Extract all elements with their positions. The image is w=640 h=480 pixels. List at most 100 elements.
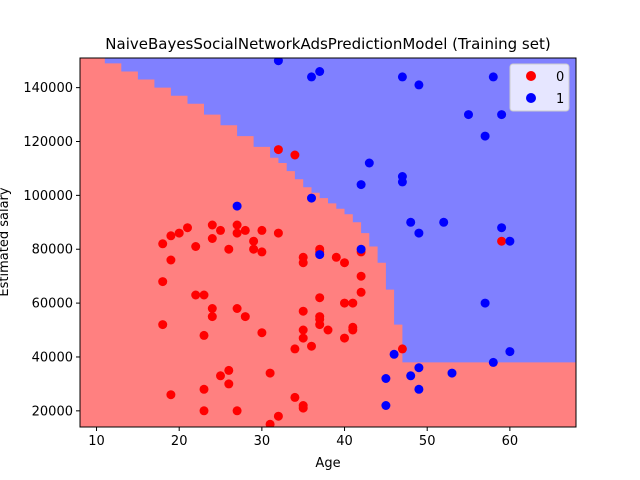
data-point-class-1 [439,217,449,227]
legend-label-0: 0 [556,70,564,85]
data-point-class-0 [348,322,358,332]
data-point-class-0 [166,390,176,400]
x-axis-ticks: 10 20 30 40 50 60 [88,427,518,449]
data-point-class-1 [315,67,325,76]
data-point-class-0 [207,312,217,322]
y-tick-label: 60000 [32,297,73,312]
data-point-class-0 [298,403,308,413]
data-point-class-0 [191,290,201,300]
x-tick-label: 30 [254,434,271,449]
data-point-class-0 [224,379,234,389]
data-point-class-0 [257,328,267,338]
data-point-class-0 [199,330,209,340]
x-tick-label: 10 [88,434,105,449]
data-point-class-1 [397,72,407,82]
data-point-class-1 [488,72,498,82]
legend-marker-1 [526,93,536,103]
data-point-class-1 [232,201,242,211]
data-point-class-1 [497,223,507,233]
data-point-class-0 [199,290,209,300]
chart-title: NaiveBayesSocialNetworkAdsPredictionMode… [105,35,550,53]
y-axis-ticks: 20000 40000 60000 80000 100000 120000 140000 [23,81,80,419]
data-point-class-1 [406,217,416,227]
data-point-class-1 [414,228,424,238]
data-point-class-0 [340,258,349,268]
data-point-class-0 [166,231,176,241]
data-point-class-1 [406,371,416,381]
data-point-class-1 [505,347,515,357]
x-tick-label: 40 [336,434,353,449]
data-point-class-1 [356,180,366,190]
data-point-class-0 [257,247,267,257]
data-point-class-0 [265,419,275,427]
data-point-class-1 [497,110,507,120]
data-point-class-0 [307,341,316,351]
data-point-class-0 [290,392,300,402]
data-point-class-0 [166,255,176,265]
data-point-class-1 [480,131,490,141]
data-point-class-0 [273,228,283,238]
data-point-class-0 [174,228,184,238]
data-point-class-0 [158,277,168,287]
data-point-class-0 [397,344,407,354]
data-point-class-0 [257,225,267,235]
data-point-class-1 [488,357,498,367]
data-point-class-0 [232,304,242,313]
data-point-class-1 [389,349,399,359]
data-point-class-0 [232,406,242,416]
data-point-class-0 [497,236,507,246]
data-point-class-0 [348,298,358,308]
x-tick-label: 50 [419,434,436,449]
data-point-class-0 [323,325,333,335]
data-point-class-1 [381,374,391,383]
y-tick-label: 140000 [23,81,73,96]
data-point-class-0 [207,304,217,313]
data-point-class-0 [340,333,349,343]
data-point-class-0 [224,365,234,375]
points-layer [158,58,515,427]
plot-area [80,58,576,427]
data-point-class-0 [298,306,308,316]
data-point-class-1 [414,384,424,394]
data-point-class-0 [216,225,225,235]
data-point-class-0 [183,223,192,233]
y-tick-label: 100000 [23,189,73,204]
data-point-class-0 [158,320,168,330]
data-point-class-1 [356,244,366,254]
data-point-class-0 [240,225,250,235]
data-point-class-0 [356,271,366,281]
data-point-class-0 [265,368,275,378]
data-point-class-1 [505,236,515,246]
data-point-class-1 [364,158,374,168]
data-point-class-1 [414,80,424,90]
data-point-class-0 [290,344,300,354]
data-point-class-0 [273,411,283,421]
y-tick-label: 80000 [32,243,73,258]
data-point-class-0 [199,384,209,394]
data-point-class-0 [298,252,308,262]
legend: 0 1 [509,63,570,112]
data-point-class-0 [298,325,308,335]
data-point-class-1 [381,401,391,410]
data-point-class-0 [232,220,242,230]
data-point-class-0 [191,242,201,251]
data-point-class-0 [315,312,325,322]
data-point-class-1 [464,110,473,120]
data-point-class-1 [480,298,490,308]
x-tick-label: 60 [502,434,519,449]
data-point-class-1 [307,72,316,82]
legend-label-1: 1 [556,92,564,107]
data-point-class-0 [290,150,300,160]
plot-frame [79,57,577,428]
data-point-class-0 [249,244,259,254]
data-point-class-0 [340,298,349,308]
data-point-class-0 [315,293,325,303]
data-point-class-1 [414,363,424,373]
data-point-class-0 [158,239,168,249]
legend-box [509,63,570,112]
y-tick-label: 20000 [32,404,73,419]
data-point-class-0 [273,145,283,155]
legend-marker-0 [526,71,536,81]
data-point-class-0 [216,371,225,381]
